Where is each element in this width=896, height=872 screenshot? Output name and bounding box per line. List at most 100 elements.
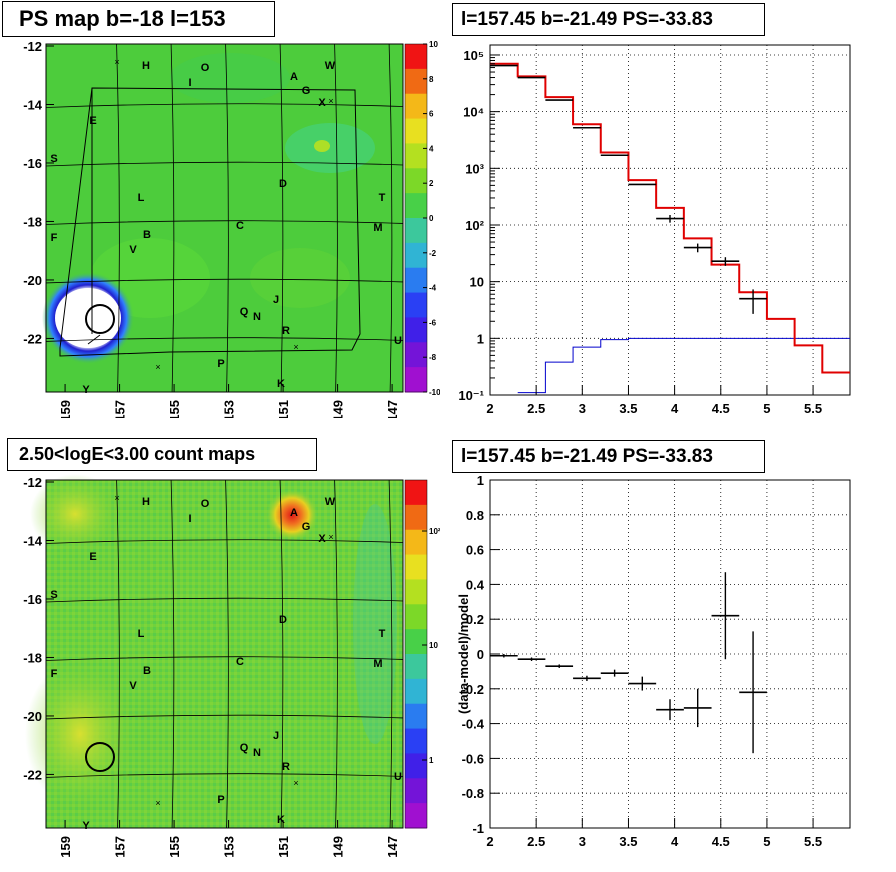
lat-gridline [45, 773, 404, 778]
source-label-b: B [143, 229, 151, 241]
source-label-h: H [142, 496, 150, 508]
source-cross-marker: × [155, 798, 160, 808]
colorbar-segment [405, 342, 427, 368]
colorbar-segment [405, 629, 427, 655]
residual-x-tick-label: 4.5 [712, 834, 730, 849]
colorbar-segment [405, 218, 427, 244]
count-colorbar: 10² 10 1 [404, 479, 440, 829]
residual-y-tick-label: -0.6 [462, 751, 484, 766]
lat-gridline [45, 278, 404, 284]
source-label-y: Y [82, 820, 90, 832]
source-cross-marker: × [293, 778, 298, 788]
source-label-q: Q [240, 306, 249, 318]
ps-map-target-circle [85, 304, 115, 334]
spectrum-x-tick-label: 3 [579, 401, 586, 416]
source-label-j: J [273, 730, 279, 742]
lat-tick-label: -16 [23, 592, 42, 607]
lat-gridline [45, 220, 404, 225]
spectrum-x-tick-label: 2.5 [527, 401, 545, 416]
residual-points [490, 572, 767, 754]
lon-gridline [116, 479, 120, 829]
colorbar-segment [405, 480, 427, 506]
lon-gridline [388, 43, 393, 393]
source-label-u: U [394, 771, 402, 783]
colorbar-segment [405, 242, 427, 269]
count-map-yellow-region [30, 474, 120, 554]
source-label-p: P [217, 358, 224, 370]
spectrum-x-tick-label: 3.5 [619, 401, 637, 416]
source-label-y: Y [82, 384, 90, 396]
colorbar-segment [405, 678, 427, 705]
colorbar-segment [405, 529, 427, 556]
source-label-n: N [253, 747, 261, 759]
residual-x-tick-label: 5 [763, 834, 770, 849]
source-label-m: M [373, 222, 382, 234]
lat-gridline [45, 539, 404, 544]
colorbar-segment [405, 168, 427, 194]
residual-x-tick-label: 2.5 [527, 834, 545, 849]
source-cross-marker: × [328, 532, 333, 542]
lat-tick-label: -20 [23, 709, 42, 724]
source-label-x: X [318, 97, 326, 109]
residual-grid [489, 479, 850, 829]
colorbar-segment [405, 604, 427, 630]
count-map-axes: -12 -14 -16 -18 -20 -22 159 157 155 153 151 149 147 [23, 475, 400, 858]
source-cross-marker: × [328, 96, 333, 106]
lat-tick-label: -18 [23, 214, 42, 229]
source-label-g: G [302, 521, 311, 533]
colorbar-segment [405, 579, 427, 605]
source-label-o: O [201, 62, 210, 74]
lon-gridline [170, 479, 175, 829]
spectrum-series [490, 62, 850, 394]
colorbar-segment [405, 193, 427, 219]
colorbar-segment [405, 778, 427, 804]
source-label-c: C [236, 220, 244, 232]
spectrum-chart: 2 2.5 3 3.5 4 4.5 5 5.5 10⁻¹ 1 10 10² 10³ 10⁴ 10⁵ [458, 44, 851, 416]
lat-gridline [45, 714, 404, 720]
colorbar-tick-label: 10 [429, 40, 438, 49]
lon-tick-label: 149 [331, 400, 346, 418]
colorbar-tick-label: -8 [429, 353, 437, 362]
lat-gridline [45, 103, 404, 108]
spectrum-x-tick-label: 2 [486, 401, 493, 416]
residual-axes: 2 2.5 3 3.5 4 4.5 5 5.5 1 0.8 0.6 0.4 0.2 0 -0.2 -0.4 -0… [462, 473, 823, 849]
source-label-v: V [129, 244, 137, 256]
source-label-t: T [379, 628, 386, 640]
source-label-s: S [50, 589, 57, 601]
spectrum-y-tick-label: 10⁵ [463, 48, 484, 63]
lon-tick-label: 151 [276, 400, 291, 418]
lat-tick-label: -16 [23, 156, 42, 171]
source-label-a: A [290, 71, 298, 83]
source-label-f: F [51, 668, 58, 680]
lat-gridline [45, 161, 404, 167]
lon-tick-label: 147 [385, 836, 400, 858]
lon-gridline [170, 43, 175, 393]
ps-colorbar: 10 8 6 4 2 0 -2 -4 -6 -8 -10 [404, 40, 440, 397]
source-label-q: Q [240, 742, 249, 754]
source-label-f: F [51, 232, 58, 244]
residual-x-tick-label: 5.5 [804, 834, 822, 849]
colorbar-tick-label: 10 [429, 641, 438, 650]
colorbar-segment [405, 68, 427, 95]
colorbar-segment [405, 803, 427, 829]
source-label-u: U [394, 335, 402, 347]
source-label-w: W [325, 496, 336, 508]
lon-tick-label: 151 [276, 836, 291, 858]
lon-gridline [225, 43, 229, 393]
lon-tick-label: 157 [113, 400, 128, 418]
lon-gridline [388, 479, 393, 829]
lon-tick-label: 155 [167, 836, 182, 858]
lon-tick-label: 149 [331, 836, 346, 858]
colorbar-tick-label: -6 [429, 318, 437, 327]
lon-gridline [279, 479, 284, 829]
background-model-line [517, 337, 850, 394]
source-label-g: G [302, 85, 311, 97]
ps-map-patch [314, 140, 330, 152]
colorbar-tick-label: 2 [429, 179, 434, 188]
colorbar-tick-label: 8 [429, 75, 434, 84]
source-label-t: T [379, 192, 386, 204]
colorbar-segment [405, 44, 427, 70]
ps-map-grid [45, 43, 404, 393]
